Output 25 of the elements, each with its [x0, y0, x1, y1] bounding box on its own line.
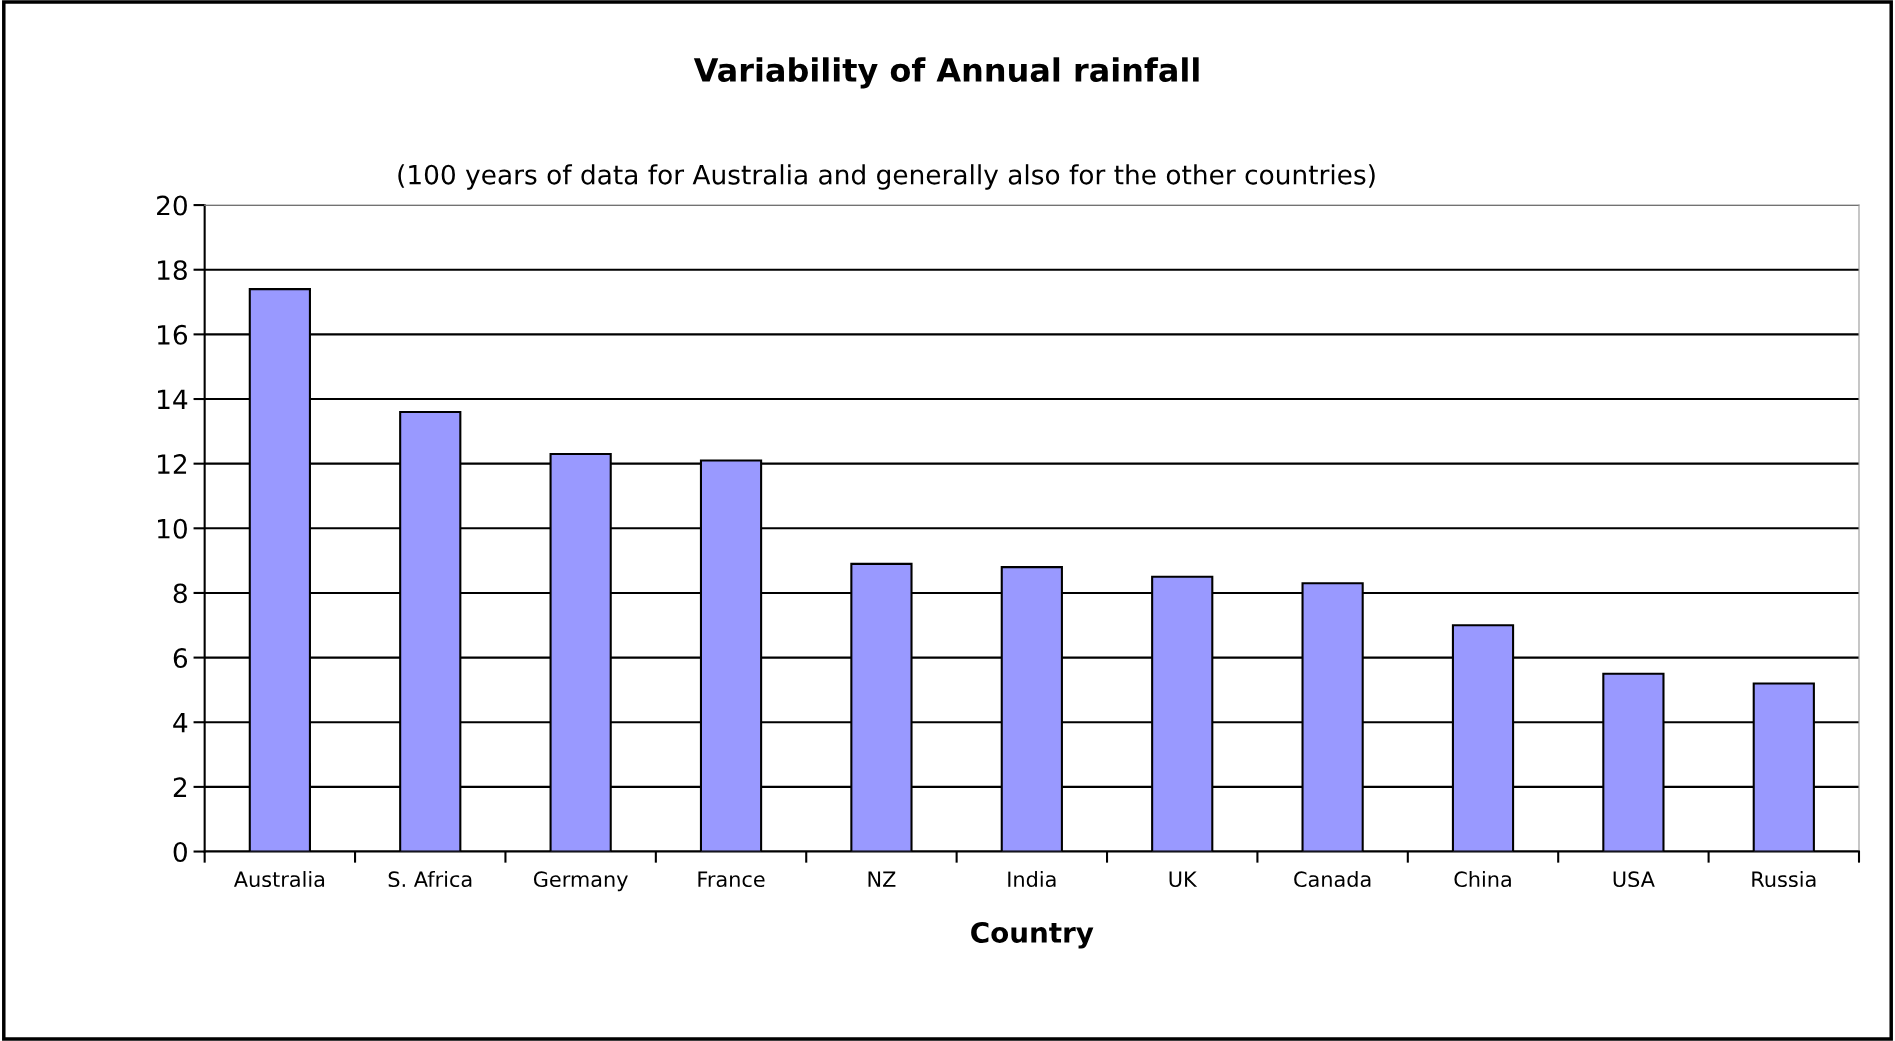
x-axis-title: Country — [971, 921, 1094, 949]
y-tick-label: 12 — [158, 454, 187, 474]
x-tick-label: China — [1454, 870, 1511, 888]
y-tick-label: 4 — [173, 713, 188, 733]
y-tick-label: 0 — [173, 841, 187, 862]
x-tick-label: Germany — [533, 871, 628, 892]
x-tick-label: USA — [1613, 871, 1655, 888]
y-tick-label: 14 — [158, 389, 188, 410]
y-tick-label: 10 — [158, 518, 187, 539]
x-tick-label: NZ — [868, 871, 896, 887]
y-tick-label: 18 — [158, 260, 187, 281]
x-tick-label: Russia — [1752, 870, 1816, 888]
x-tick-label: India — [1008, 870, 1056, 888]
y-tick-label: 20 — [157, 195, 187, 216]
x-tick-label: Australia — [233, 870, 325, 888]
x-tick-label: Canada — [1294, 870, 1371, 888]
y-tick-label: 2 — [173, 777, 187, 797]
x-tick-label: France — [698, 871, 765, 888]
y-tick-label: 6 — [173, 648, 188, 668]
y-tick-label: 16 — [158, 324, 188, 345]
y-tick-label: 8 — [173, 583, 187, 604]
x-tick-label: UK — [1169, 871, 1198, 888]
x-tick-label: S. Africa — [388, 870, 472, 888]
chart-title: Variability of Annual rainfall — [693, 57, 1199, 89]
chart-subtitle: (100 years of data for Australia and generally also for the other countries) — [398, 164, 1375, 190]
